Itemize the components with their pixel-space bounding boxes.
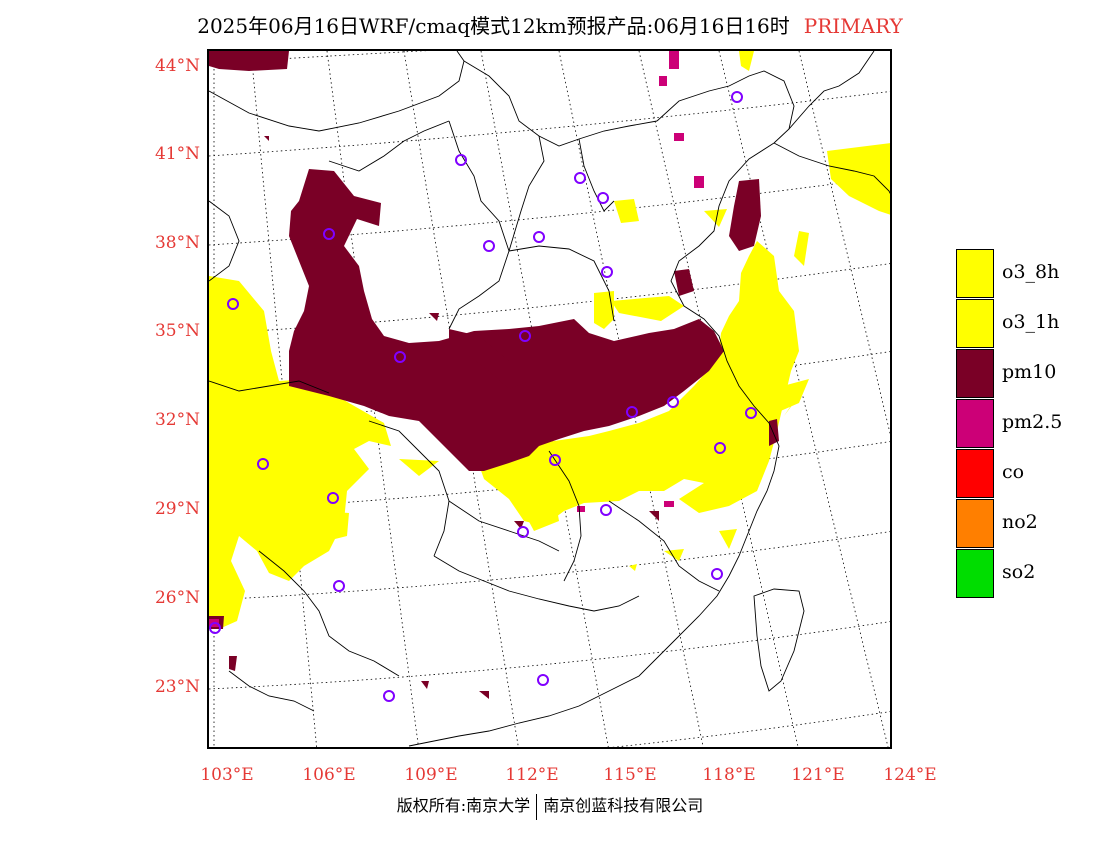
lon-label-106: 106°E bbox=[302, 765, 356, 785]
lat-label-38: 38°N bbox=[154, 233, 200, 253]
boundaries bbox=[209, 51, 890, 747]
legend-label: co bbox=[1002, 461, 1025, 483]
lat-label-41: 41°N bbox=[154, 144, 200, 164]
legend-label: pm10 bbox=[1002, 361, 1057, 383]
lon-label-109: 109°E bbox=[404, 765, 458, 785]
legend-swatch bbox=[956, 499, 994, 548]
lon-label-103: 103°E bbox=[200, 765, 254, 785]
lat-label-29: 29°N bbox=[154, 499, 200, 519]
legend-label: pm2.5 bbox=[1002, 411, 1063, 433]
footer-right: 南京创蓝科技有限公司 bbox=[543, 796, 704, 815]
legend-swatch bbox=[956, 399, 994, 448]
lon-label-124: 124°E bbox=[883, 765, 937, 785]
pm10-areas bbox=[209, 51, 779, 699]
footer-divider bbox=[536, 793, 538, 820]
map-title: 2025年06月16日WRF/cmaq模式12km预报产品:06月16日16时 P… bbox=[0, 10, 1100, 39]
title-main: 2025年06月16日WRF/cmaq模式12km预报产品:06月16日16时 bbox=[197, 14, 790, 38]
legend-swatch bbox=[956, 449, 994, 498]
title-primary-tag: PRIMARY bbox=[803, 14, 903, 38]
forecast-map bbox=[207, 49, 892, 749]
footer-left: 版权所有:南京大学 bbox=[396, 796, 531, 815]
legend-label: no2 bbox=[1002, 511, 1038, 533]
lat-label-44: 44°N bbox=[154, 56, 200, 76]
legend-swatch bbox=[956, 249, 994, 298]
legend-label: o3_8h bbox=[1002, 261, 1060, 283]
legend-swatch bbox=[956, 549, 994, 598]
map-canvas bbox=[209, 51, 890, 747]
legend-label: o3_1h bbox=[1002, 311, 1060, 333]
copyright-footer: 版权所有:南京大学 南京创蓝科技有限公司 bbox=[0, 792, 1100, 820]
lon-label-121: 121°E bbox=[791, 765, 845, 785]
station-markers bbox=[209, 91, 757, 702]
lat-label-26: 26°N bbox=[154, 588, 200, 608]
legend-swatch bbox=[956, 349, 994, 398]
lat-label-35: 35°N bbox=[154, 321, 200, 341]
legend-swatch bbox=[956, 299, 994, 348]
lat-label-23: 23°N bbox=[154, 677, 200, 697]
lat-label-32: 32°N bbox=[154, 410, 200, 430]
legend-label: so2 bbox=[1002, 561, 1036, 583]
lon-label-115: 115°E bbox=[603, 765, 657, 785]
lon-label-118: 118°E bbox=[702, 765, 756, 785]
lon-label-112: 112°E bbox=[505, 765, 559, 785]
